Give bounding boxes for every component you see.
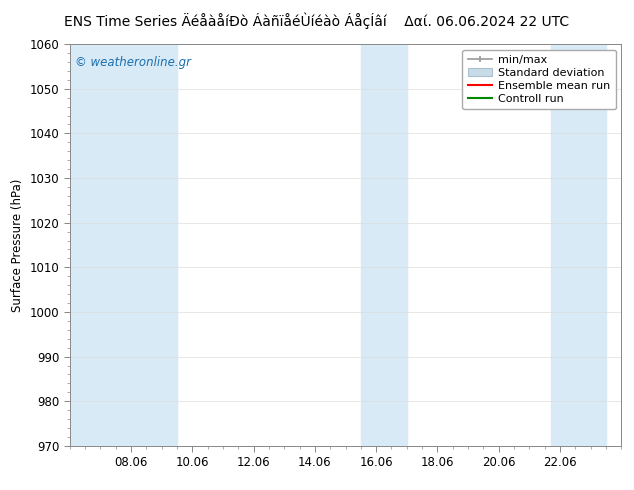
Text: ENS Time Series ÄéåàåíÐò ÁàñïåéÙíéàò ÁåçÍâí    Δαί. 06.06.2024 22 UTC: ENS Time Series ÄéåàåíÐò ÁàñïåéÙíéàò Áåç… (65, 12, 569, 29)
Legend: min/max, Standard deviation, Ensemble mean run, Controll run: min/max, Standard deviation, Ensemble me… (462, 49, 616, 109)
Bar (551, 44, 606, 446)
Bar (361, 44, 407, 446)
Bar (70, 44, 177, 446)
Y-axis label: Surface Pressure (hPa): Surface Pressure (hPa) (11, 178, 24, 312)
Text: © weatheronline.gr: © weatheronline.gr (75, 56, 191, 69)
